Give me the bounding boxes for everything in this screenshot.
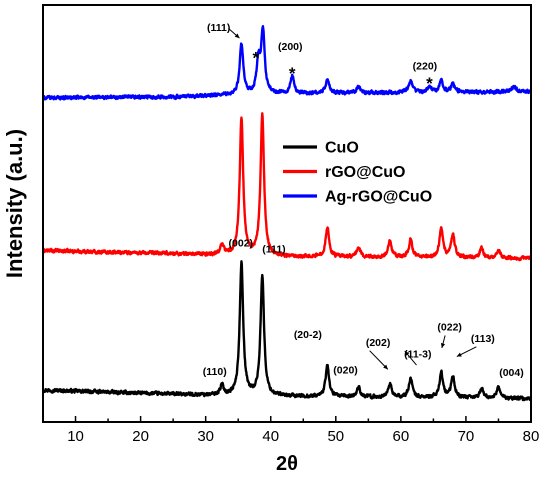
legend-label: CuO: [325, 140, 359, 157]
legend-label: rGO@CuO: [325, 164, 406, 181]
pointer-arrowhead: [440, 343, 446, 348]
peak-annotations: (110)(002) (111)(20-2)(020)(202)(11-3)(02…: [203, 22, 524, 379]
series-line-ag-rgo-cuo: [43, 24, 531, 101]
pointer-arrowhead: [456, 352, 462, 357]
peak-label: (200): [278, 41, 303, 53]
series-layer: [43, 24, 531, 402]
y-axis-title: Intensity (a.u.): [2, 129, 27, 278]
impurity-star: *: [252, 48, 259, 67]
peak-label: (220): [413, 60, 438, 72]
x-tick-label: 20: [132, 428, 149, 445]
plot-frame: [42, 4, 532, 423]
x-axis-title: 2θ: [276, 453, 298, 475]
series-line-rgo-cuo: [43, 112, 531, 262]
legend-label: Ag-rGO@CuO: [325, 189, 432, 206]
x-tick-label: 30: [197, 428, 214, 445]
pointer-arrowhead: [383, 364, 388, 370]
peak-label: (20-2): [294, 329, 322, 341]
x-tick-label: 40: [262, 428, 279, 445]
peak-label: (004): [499, 367, 524, 379]
peak-label: (002): [229, 238, 254, 250]
peak-label: (020): [333, 364, 358, 376]
x-tick-label: 70: [458, 428, 475, 445]
x-tick-label: 50: [327, 428, 344, 445]
impurity-star: *: [289, 64, 296, 83]
legend: CuO rGO@CuO Ag-rGO@CuO: [283, 140, 432, 206]
peak-label: (111): [207, 22, 230, 34]
pointer-arrowhead: [234, 33, 240, 39]
x-axis: 10 20 30 40 50 60 70 80: [42, 416, 540, 445]
x-tick-label: 60: [393, 428, 410, 445]
peak-label: (022): [437, 321, 462, 333]
peak-label: (110): [203, 366, 227, 378]
x-tick-label: 10: [67, 428, 84, 445]
peak-label: (111): [262, 243, 285, 255]
x-tick-label: 80: [523, 428, 540, 445]
pointer-arrowhead: [404, 351, 410, 356]
peak-label: (202): [366, 337, 391, 349]
peak-label: (113): [471, 333, 495, 345]
series-line-cuo: [43, 260, 531, 402]
impurity-star: *: [426, 74, 433, 93]
